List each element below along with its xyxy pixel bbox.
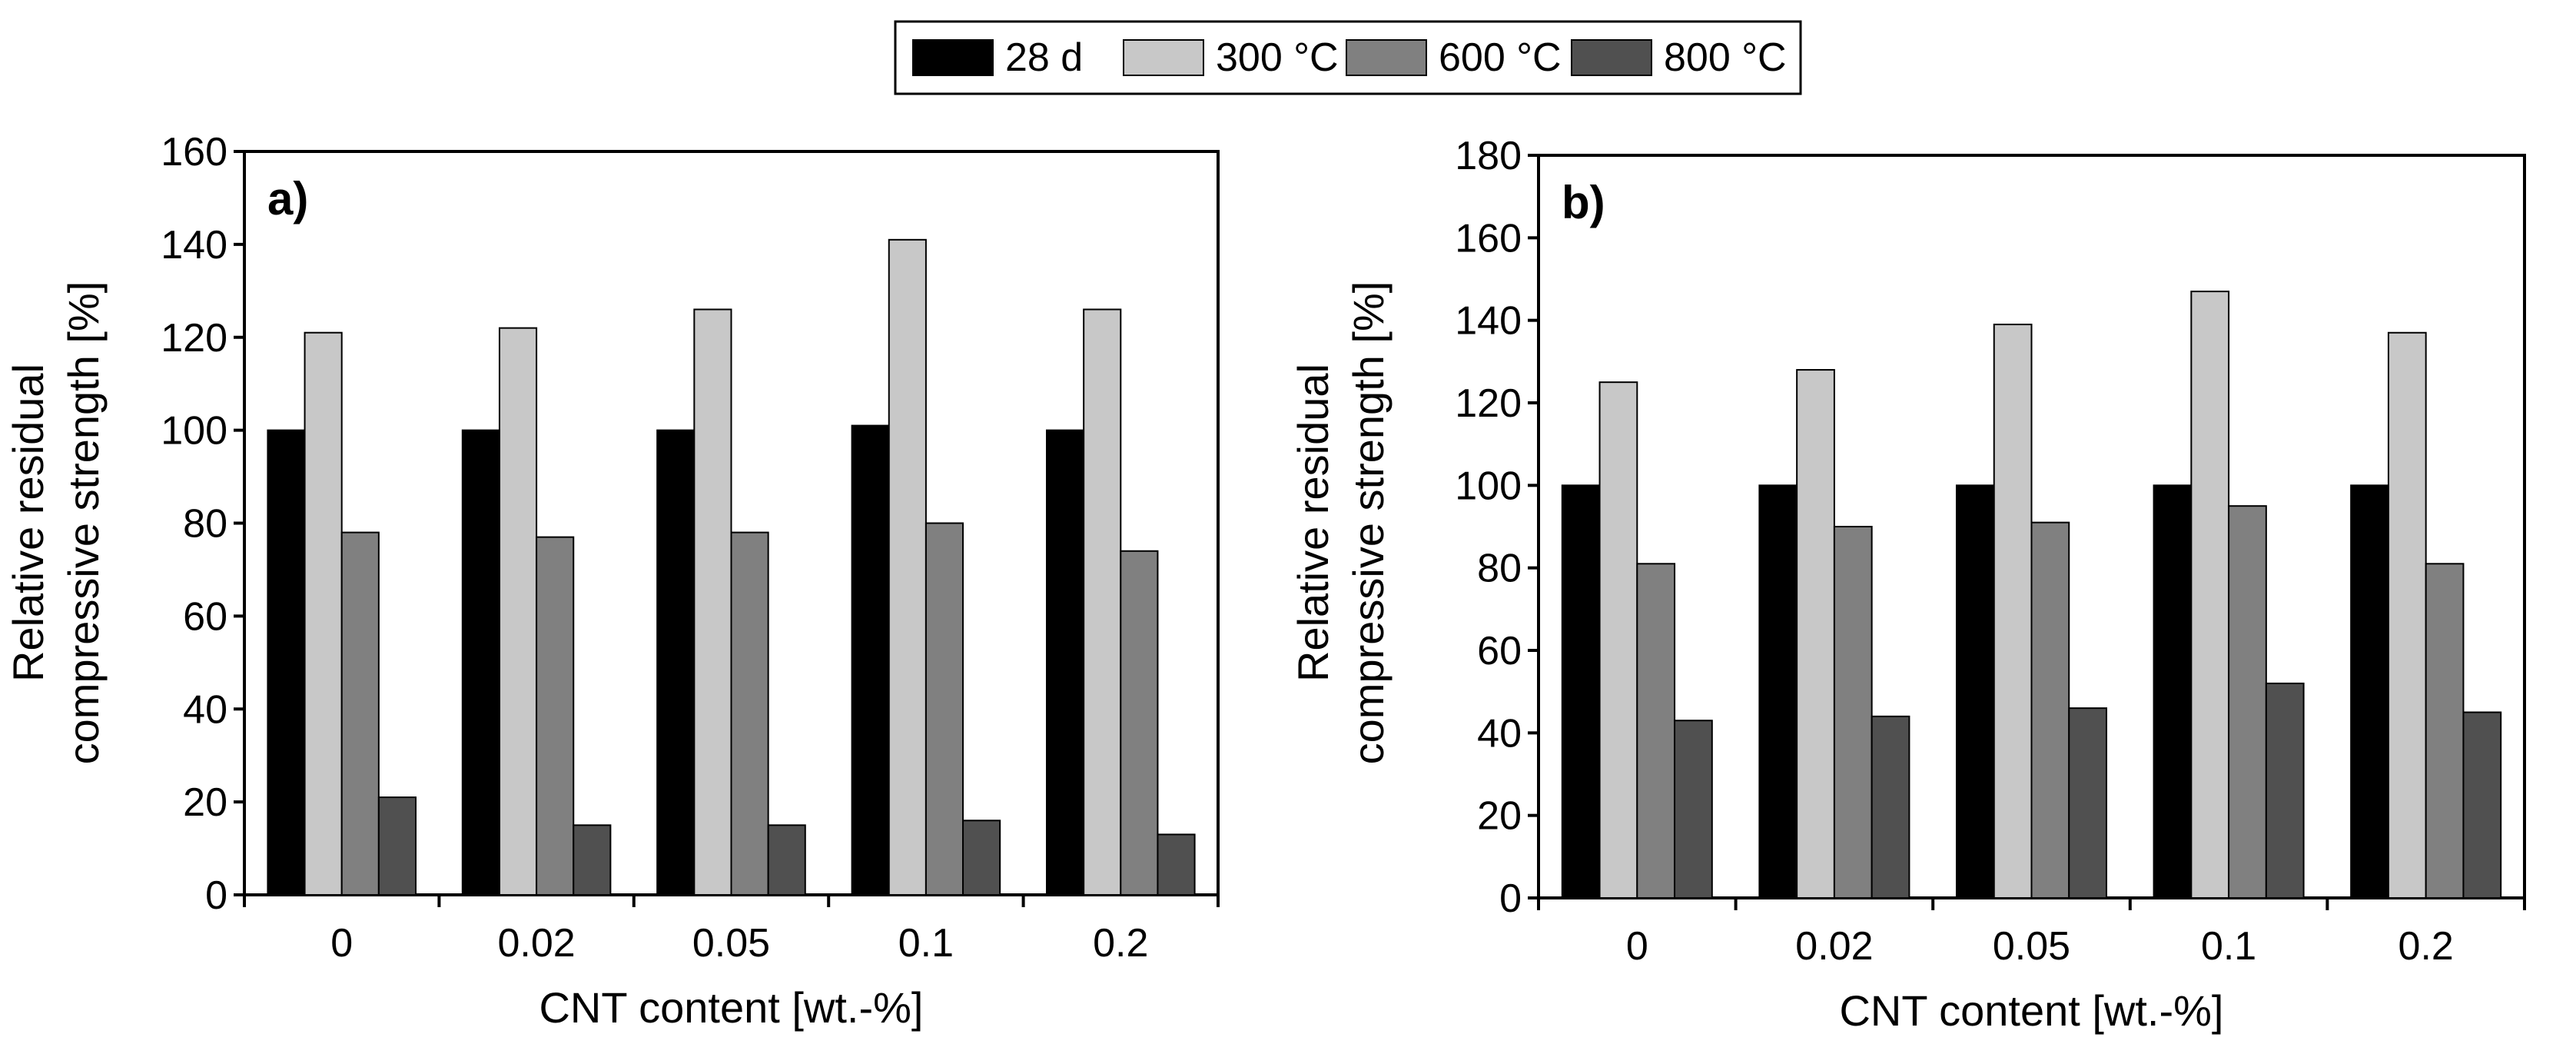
bar-2-4 [1120,550,1159,896]
y-tick-label-8: 160 [1455,216,1522,261]
y-tick-label-2: 40 [1477,711,1522,756]
chart-b: 0 20 40 60 80 100 120 140 160 180 0 0.02 0.05 0.1 0.2 b… [1289,134,2526,1035]
bar-0-0 [267,429,306,896]
y-tick-label-6: 120 [161,316,227,361]
bar-0-4 [2350,484,2389,899]
x-tick-label-1: 0.02 [1795,924,1873,969]
bar-0-0 [1561,484,1601,899]
x-axis-title: CNT content [wt.-%] [539,983,923,1032]
x-tick-label-3: 0.1 [898,921,954,966]
bar-1-4 [1083,308,1122,896]
legend-swatch-1 [1123,39,1204,76]
legend-swatch-0 [912,39,994,76]
x-tick-label-2: 0.05 [692,921,770,966]
x-tick-label-4: 0.2 [2398,924,2454,969]
y-tick-label-4: 80 [1477,547,1522,591]
x-tick-label-0: 0 [1626,924,1648,969]
bar-3-4 [2462,711,2502,899]
bar-1-2 [693,308,732,896]
bar-1-4 [2387,331,2427,899]
y-tick-label-5: 100 [1455,464,1522,508]
y-tick-label-2: 40 [183,687,227,732]
bar-2-3 [2228,505,2267,899]
x-tick-label-3: 0.1 [2201,924,2256,969]
bar-0-3 [851,424,890,896]
chart-a: 0 20 40 60 80 100 120 140 160 0 0.02 0.05 0.1 0.2 a) CN… [4,130,1220,1032]
bar-2-3 [925,522,964,896]
bar-3-0 [377,796,417,896]
y-tick-label-9: 180 [1455,134,1522,178]
bar-3-0 [1674,720,1713,899]
bar-1-0 [1598,381,1638,899]
bar-3-3 [2265,682,2305,899]
y-tick-label-0: 0 [205,873,227,918]
y-tick-label-7: 140 [1455,299,1522,344]
bar-2-2 [730,531,769,896]
legend-swatch-3 [1571,39,1652,76]
x-tick-label-0: 0 [330,921,353,966]
y-axis-title-line-1: compressive strength [%] [59,281,108,765]
bar-0-4 [1046,429,1085,896]
panel-label: a) [267,173,308,224]
bar-2-2 [2030,521,2070,899]
bar-2-0 [1636,563,1676,899]
x-tick-label-1: 0.02 [497,921,575,966]
bar-0-3 [2153,484,2193,899]
legend-swatch-2 [1346,39,1427,76]
y-axis-title-line-1: compressive strength [%] [1344,281,1393,765]
bar-3-1 [573,824,612,896]
bar-2-1 [1833,526,1873,899]
bar-3-2 [2068,707,2108,899]
legend: 28 d 300 °C 600 °C 800 °C [894,20,1802,95]
y-tick-label-1: 20 [183,780,227,825]
bar-1-3 [2190,291,2230,899]
bar-1-1 [1796,369,1835,899]
legend-label-1: 300 °C [1216,35,1339,80]
y-tick-label-8: 160 [161,130,227,175]
bar-1-2 [1993,324,2033,899]
bar-3-4 [1157,833,1196,896]
y-tick-label-4: 80 [183,502,227,547]
bar-1-1 [498,327,538,896]
bar-0-2 [1955,484,1995,899]
bar-2-1 [536,536,575,896]
y-axis-title-line-0: Relative residual [4,364,52,682]
y-tick-label-3: 60 [1477,629,1522,673]
bar-3-2 [767,824,806,896]
legend-label-2: 600 °C [1439,35,1562,80]
bar-0-1 [1758,484,1798,899]
y-tick-label-0: 0 [1499,876,1522,921]
bar-0-1 [461,429,500,896]
bar-1-3 [888,238,927,896]
legend-label-0: 28 d [1005,35,1083,80]
bar-0-2 [656,429,695,896]
y-tick-label-6: 120 [1455,381,1522,426]
panel-label: b) [1562,177,1605,228]
y-tick-label-3: 60 [183,594,227,639]
bar-1-0 [304,331,343,896]
x-tick-label-2: 0.05 [1993,924,2070,969]
y-tick-label-5: 100 [161,409,227,454]
x-axis-title: CNT content [wt.-%] [1839,986,2223,1035]
y-tick-label-7: 140 [161,223,227,268]
x-tick-label-4: 0.2 [1093,921,1148,966]
bar-2-0 [340,531,380,896]
y-tick-label-1: 20 [1477,794,1522,839]
y-axis-title-line-0: Relative residual [1289,364,1337,682]
bar-3-1 [1871,715,1910,899]
bar-3-3 [962,820,1001,896]
bar-2-4 [2425,563,2465,899]
legend-label-3: 800 °C [1664,35,1787,80]
